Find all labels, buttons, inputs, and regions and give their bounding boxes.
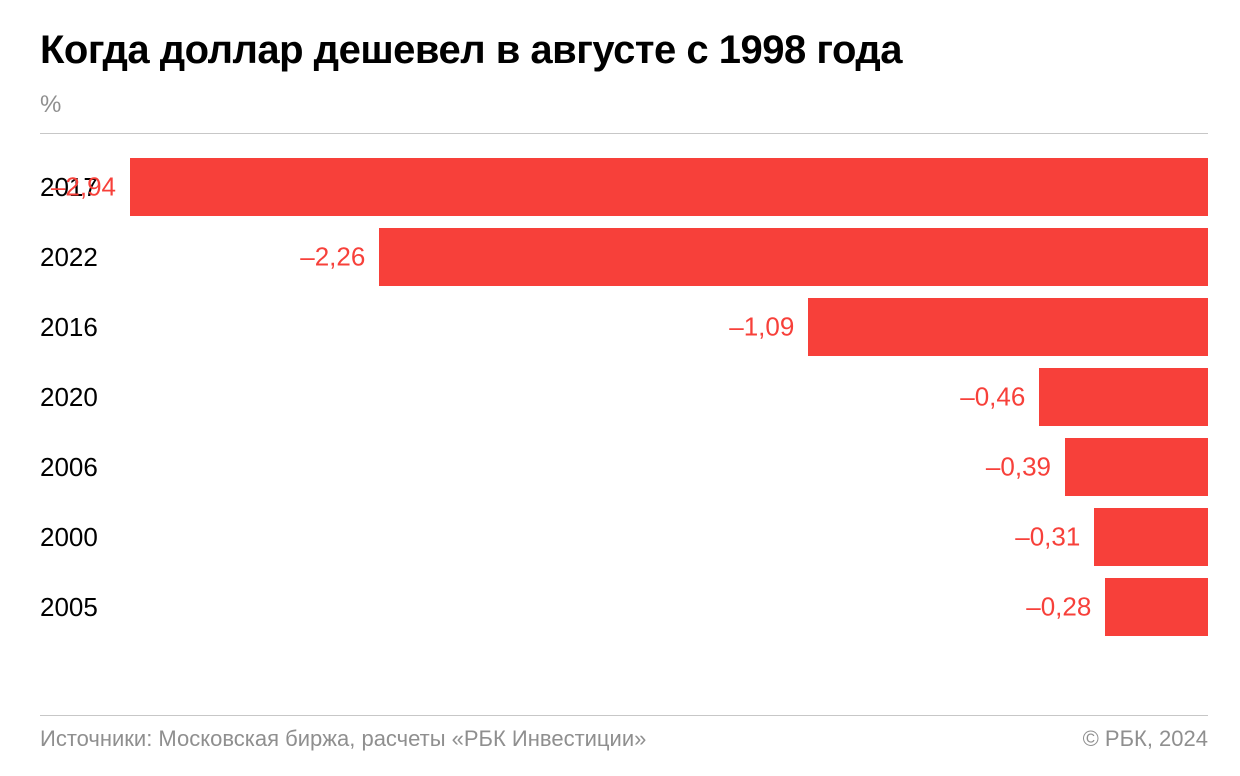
copyright-text: © РБК, 2024: [1083, 726, 1208, 752]
bar-chart: 2017–2,94 2022 –2,26 2016 –1,09 2020 –0,46 2006…: [40, 152, 1208, 701]
bar-row: 2017–2,94: [40, 152, 1208, 222]
bar-track: –2,94: [130, 152, 1208, 222]
value-label: –2,26: [300, 242, 365, 273]
bar-track: –0,28: [130, 572, 1208, 642]
bar-track: –0,46: [130, 362, 1208, 432]
bar-row: 2005 –0,28: [40, 572, 1208, 642]
bar-row: 2022 –2,26: [40, 222, 1208, 292]
bar-row: 2006 –0,39: [40, 432, 1208, 502]
chart-title: Когда доллар дешевел в августе с 1998 го…: [40, 28, 1208, 73]
bar: [1105, 578, 1208, 636]
bar-row: 2000 –0,31: [40, 502, 1208, 572]
bar-track: –0,39: [130, 432, 1208, 502]
bar-row: 2020 –0,46: [40, 362, 1208, 432]
top-rule: [40, 133, 1208, 134]
footer: Источники: Московская биржа, расчеты «РБ…: [40, 726, 1208, 752]
bar: [808, 298, 1208, 356]
value-label: –0,39: [986, 452, 1051, 483]
unit-label: %: [40, 91, 1208, 119]
value-label: –0,28: [1026, 592, 1091, 623]
bar-track: –0,31: [130, 502, 1208, 572]
bar-row: 2016 –1,09: [40, 292, 1208, 362]
bar-track: –2,26: [130, 222, 1208, 292]
bar: [1039, 368, 1208, 426]
year-label: 2020: [40, 382, 130, 413]
source-text: Источники: Московская биржа, расчеты «РБ…: [40, 726, 646, 752]
year-label: 2022: [40, 242, 130, 273]
bar: [379, 228, 1208, 286]
bottom-rule: [40, 715, 1208, 716]
value-label: –1,09: [729, 312, 794, 343]
chart-container: Когда доллар дешевел в августе с 1998 го…: [0, 0, 1240, 776]
value-label: –0,46: [960, 382, 1025, 413]
bar-track: –1,09: [130, 292, 1208, 362]
bar: [130, 158, 1208, 216]
bar: [1094, 508, 1208, 566]
year-label: 2000: [40, 522, 130, 553]
value-label: –0,31: [1015, 522, 1080, 553]
year-label: 2016: [40, 312, 130, 343]
value-label: –2,94: [51, 172, 116, 203]
year-label: 2006: [40, 452, 130, 483]
bar: [1065, 438, 1208, 496]
year-label: 2005: [40, 592, 130, 623]
